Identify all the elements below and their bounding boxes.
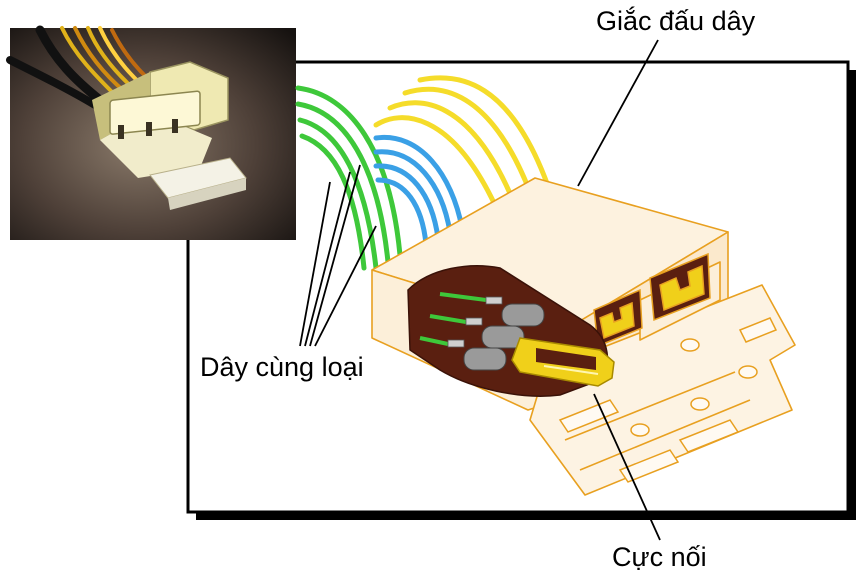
photo-wires: [6, 25, 157, 109]
terminal-slots: [593, 252, 711, 348]
connector-label: Giắc đấu dây: [596, 6, 756, 36]
terminal-pin-3: [419, 336, 507, 371]
leader-terminal: [593, 393, 661, 541]
yellow-wires: [373, 75, 551, 208]
blue-wires: [373, 134, 465, 247]
leader-wire-1: [299, 181, 331, 347]
yellow-terminal-blade: [511, 337, 615, 387]
leader-connector: [577, 39, 659, 187]
leader-wire-3: [309, 164, 361, 347]
photo-inset: [6, 25, 296, 240]
cutaway-section: [407, 265, 615, 397]
leader-lines: [299, 39, 661, 541]
green-wires: [295, 85, 403, 271]
leader-wire-4: [314, 225, 377, 347]
same-type-wires-label: Dây cùng loại: [200, 352, 364, 382]
terminal-pin-2: [429, 314, 525, 349]
photo-connector: [92, 61, 247, 210]
connector-mounting-plate: [529, 284, 796, 496]
terminal-label: Cực nối: [612, 542, 707, 572]
terminal-pin-1: [439, 292, 545, 327]
plate-holes: [558, 317, 778, 483]
leader-wire-2: [304, 171, 351, 347]
